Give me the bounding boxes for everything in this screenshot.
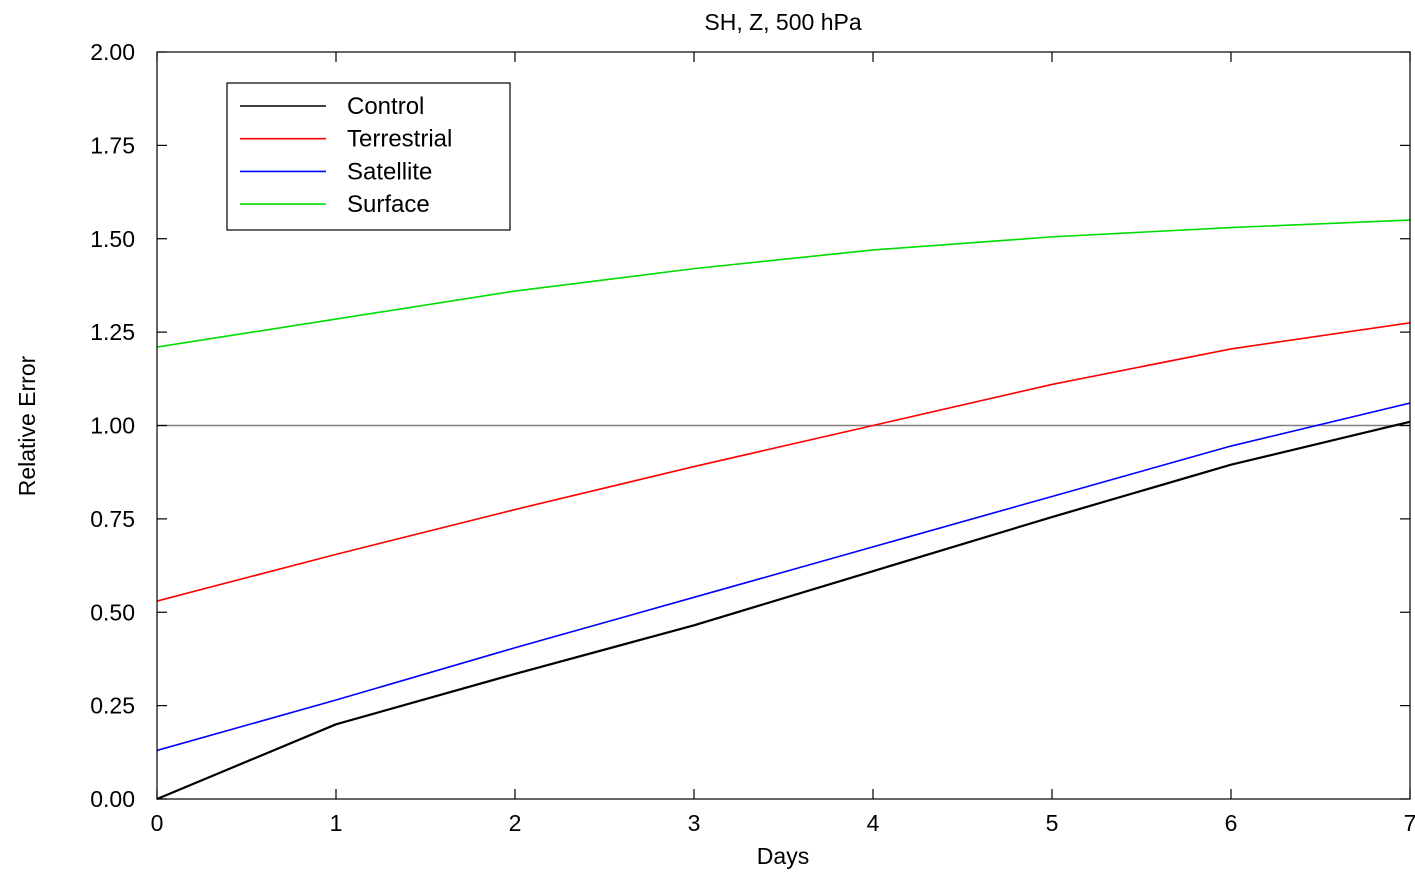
- x-tick-label: 4: [867, 810, 880, 836]
- x-tick-label: 5: [1046, 810, 1059, 836]
- x-tick-label: 6: [1225, 810, 1238, 836]
- legend-label: Control: [347, 93, 424, 120]
- y-tick-label: 0.25: [90, 693, 135, 719]
- x-tick-label: 3: [688, 810, 701, 836]
- y-tick-label: 0.00: [90, 786, 135, 812]
- y-tick-label: 1.50: [90, 226, 135, 252]
- plot-content: [156, 219, 1411, 801]
- y-tick-label: 1.25: [90, 319, 135, 345]
- y-tick-label: 0.75: [90, 506, 135, 532]
- legend-label: Satellite: [347, 158, 432, 185]
- axis-ticks: 0 1 2 3 4 5 6 7 0.00 0.25 0.50 0.75 1.00 1.25 1.50 1.75…: [90, 39, 1415, 836]
- x-axis-title: Days: [757, 843, 809, 869]
- y-tick-label: 1.00: [90, 413, 135, 439]
- x-tick-label: 7: [1404, 810, 1415, 836]
- series-line-terrestrial: [156, 321, 1411, 602]
- series-line-satellite: [156, 402, 1411, 752]
- series-line-surface: [156, 219, 1411, 348]
- x-tick-label: 0: [151, 810, 164, 836]
- legend: Control Terrestrial Satellite Surface: [226, 82, 511, 231]
- chart-title: SH, Z, 500 hPa: [704, 9, 861, 35]
- y-axis-title: Relative Error: [14, 355, 40, 496]
- y-tick-label: 0.50: [90, 599, 135, 625]
- legend-label: Terrestrial: [347, 126, 452, 153]
- y-tick-label: 2.00: [90, 39, 135, 65]
- series-line-control: [156, 420, 1411, 801]
- x-tick-label: 2: [509, 810, 522, 836]
- legend-box: [226, 82, 511, 231]
- x-tick-label: 1: [330, 810, 343, 836]
- legend-label: Surface: [347, 191, 430, 218]
- y-tick-label: 1.75: [90, 132, 135, 158]
